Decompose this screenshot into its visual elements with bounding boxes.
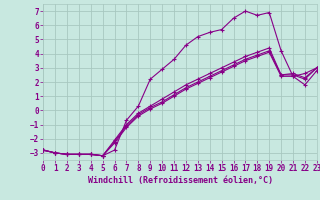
X-axis label: Windchill (Refroidissement éolien,°C): Windchill (Refroidissement éolien,°C) [87,176,273,185]
